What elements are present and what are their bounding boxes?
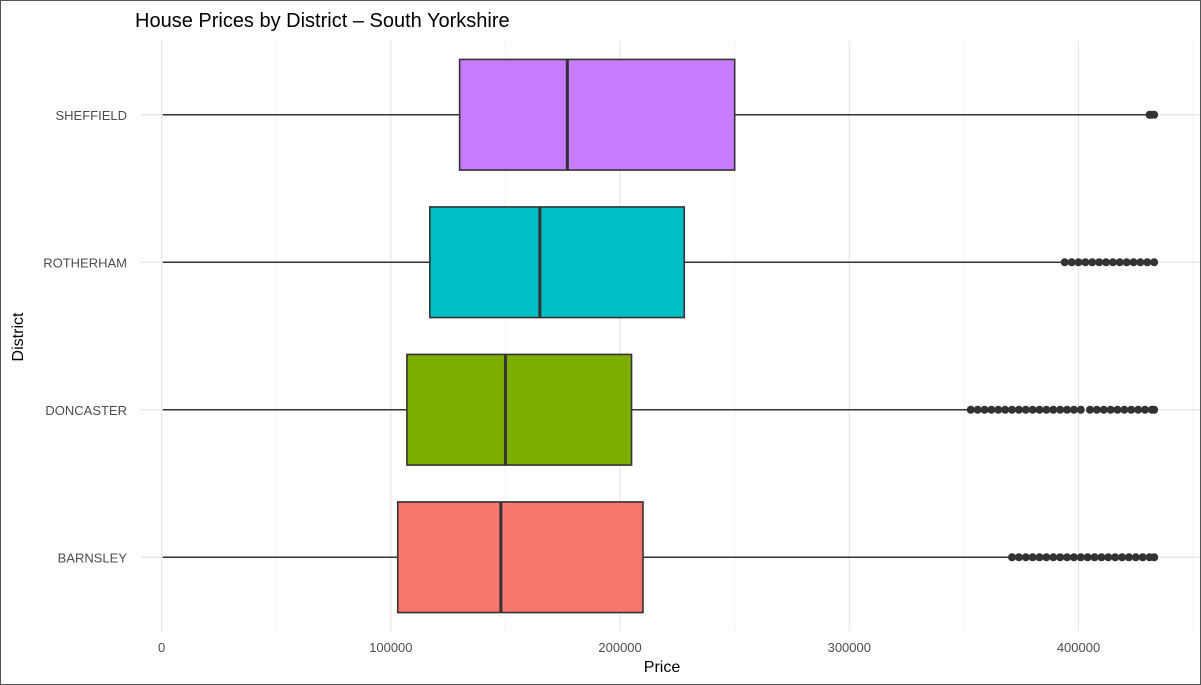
outlier-point: [1092, 405, 1101, 414]
outlier-point: [1021, 553, 1030, 562]
outlier-point: [1076, 553, 1085, 562]
box-sheffield: [162, 58, 1159, 171]
outlier-point: [1008, 405, 1017, 414]
box-iqr: [396, 501, 644, 614]
outlier-point: [1131, 553, 1140, 562]
outlier-point: [1069, 405, 1078, 414]
y-tick-label: DONCASTER: [45, 403, 127, 418]
outlier-point: [1042, 553, 1051, 562]
outlier-point: [1014, 405, 1023, 414]
outlier-point: [1063, 405, 1072, 414]
outlier-point: [987, 405, 996, 414]
box-iqr: [458, 58, 736, 171]
box-doncaster: [162, 353, 1159, 466]
outlier-point: [1150, 553, 1159, 562]
outlier-point: [1083, 553, 1092, 562]
outlier-point: [1001, 405, 1010, 414]
outlier-point: [1008, 553, 1017, 562]
outlier-point: [994, 405, 1003, 414]
outlier-point: [1127, 405, 1136, 414]
outlier-point: [1095, 258, 1104, 267]
outlier-point: [1136, 258, 1145, 267]
outlier-point: [1074, 258, 1083, 267]
outlier-point: [1140, 405, 1149, 414]
outlier-point: [1102, 258, 1111, 267]
outlier-point: [1056, 553, 1065, 562]
outlier-point: [1129, 258, 1138, 267]
outlier-point: [1111, 553, 1120, 562]
outlier-point: [1014, 553, 1023, 562]
outlier-point: [1081, 258, 1090, 267]
outlier-point: [1120, 405, 1129, 414]
x-tick-label: 300000: [828, 640, 871, 655]
x-tick-label: 200000: [598, 640, 641, 655]
outlier-point: [1134, 405, 1143, 414]
outlier-point: [1035, 553, 1044, 562]
y-tick-label: SHEFFIELD: [55, 108, 127, 123]
box-iqr: [429, 206, 686, 319]
outlier-point: [1097, 553, 1106, 562]
outlier-point: [1115, 258, 1124, 267]
outlier-point: [1118, 553, 1127, 562]
outlier-point: [1150, 258, 1159, 267]
tick-labels: 0 100000 200000 300000 400000 BARNSLEY DONCAST…: [43, 108, 1100, 655]
outlier-point: [1143, 258, 1152, 267]
outlier-point: [966, 405, 975, 414]
outlier-point: [1122, 258, 1131, 267]
outlier-point: [1060, 258, 1069, 267]
outlier-point: [1108, 258, 1117, 267]
outlier-point: [1099, 405, 1108, 414]
outlier-point: [1113, 405, 1122, 414]
outlier-point: [1042, 405, 1051, 414]
x-tick-label: 100000: [369, 640, 412, 655]
outlier-point: [1028, 553, 1037, 562]
outlier-point: [1069, 553, 1078, 562]
box-rotherham: [162, 206, 1159, 319]
outlier-point: [1028, 405, 1037, 414]
outlier-point: [1085, 405, 1094, 414]
outlier-point: [1106, 405, 1115, 414]
outlier-point: [1088, 258, 1097, 267]
y-tick-label: ROTHERHAM: [43, 255, 127, 270]
x-tick-label: 400000: [1057, 640, 1100, 655]
x-axis-title: Price: [644, 659, 681, 676]
outlier-point: [1124, 553, 1133, 562]
outlier-point: [1090, 553, 1099, 562]
outlier-point: [1150, 405, 1159, 414]
outlier-point: [980, 405, 989, 414]
boxes-layer: [162, 58, 1159, 614]
y-axis-title: District: [10, 312, 27, 361]
outlier-point: [973, 405, 982, 414]
box-iqr: [406, 353, 633, 466]
outlier-point: [1049, 553, 1058, 562]
outlier-point: [1035, 405, 1044, 414]
chart-title: House Prices by District – South Yorkshi…: [135, 10, 510, 32]
y-tick-label: BARNSLEY: [58, 550, 128, 565]
outlier-point: [1150, 110, 1159, 119]
outlier-point: [1049, 405, 1058, 414]
outlier-point: [1021, 405, 1030, 414]
outlier-point: [1104, 553, 1113, 562]
outlier-point: [1138, 553, 1147, 562]
outlier-point: [1076, 405, 1085, 414]
outlier-point: [1067, 258, 1076, 267]
x-tick-label: 0: [158, 640, 165, 655]
box-barnsley: [162, 501, 1159, 614]
outlier-point: [1063, 553, 1072, 562]
outlier-point: [1056, 405, 1065, 414]
